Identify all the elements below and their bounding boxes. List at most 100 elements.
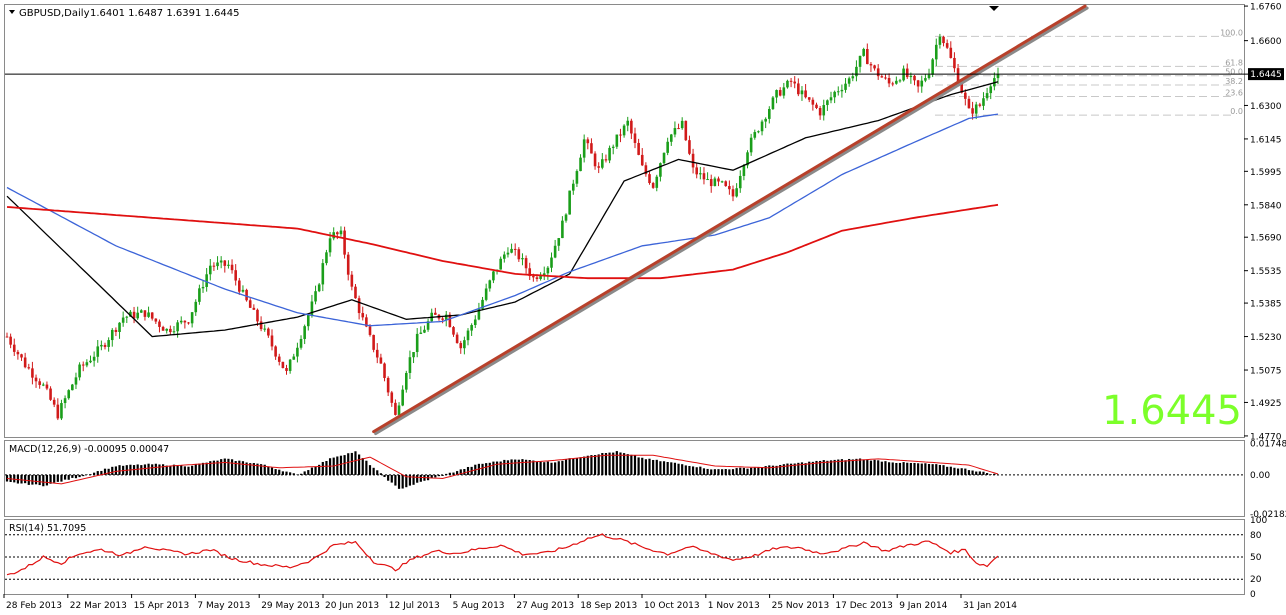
candle-body [179, 320, 183, 323]
candle-body [582, 139, 586, 158]
candle-body [488, 280, 492, 289]
candle-body [884, 77, 887, 79]
candle-body [550, 257, 553, 268]
candle-body [256, 309, 259, 322]
candle-body [354, 286, 357, 299]
trendline-layer[interactable] [372, 4, 1089, 436]
price-tick-label: 1.6300 [1250, 102, 1282, 112]
candle-body [110, 329, 114, 341]
candle-body [227, 264, 230, 266]
candle-body [154, 318, 158, 322]
candle-body [52, 399, 56, 405]
candle-body [804, 90, 807, 98]
time-axis: 28 Feb 2013 22 Mar 2013 15 Apr 2013 7 May 2… [3, 594, 1017, 611]
candle-body [296, 347, 299, 357]
candle-body [876, 68, 880, 77]
candle-body [219, 260, 223, 263]
candle-body [16, 351, 20, 355]
candle-body [317, 284, 321, 292]
candle-body [263, 328, 267, 330]
candle-body [444, 314, 448, 320]
macd-panel[interactable] [4, 440, 1245, 517]
shift-marker-icon[interactable] [989, 6, 999, 11]
rsi-tick-label: 80 [1250, 531, 1262, 541]
time-tick-label: 9 Jan 2014 [899, 601, 947, 611]
candle-body [455, 334, 459, 344]
candle-body [238, 280, 241, 292]
moving-average-line [6, 81, 999, 338]
candle-body [34, 377, 38, 382]
candle-body [655, 176, 659, 188]
candle-body [669, 134, 673, 142]
candle-body [590, 143, 593, 154]
candle-body [593, 153, 597, 167]
candle-body [927, 74, 931, 79]
candle-body [521, 258, 524, 260]
candle-body [818, 108, 822, 116]
candle-body [205, 274, 208, 287]
candle-body [778, 90, 782, 96]
candle-body [909, 75, 913, 78]
moving-average-line [6, 113, 999, 327]
candle-body [517, 249, 521, 260]
candle-body [964, 92, 967, 99]
candle-body [183, 320, 187, 323]
candle-body [129, 311, 132, 317]
candle-body [949, 47, 953, 58]
current-price-tag-text: 1.6445 [1250, 70, 1282, 80]
candle-body [60, 403, 63, 419]
fib-level-label: 0.0 [1230, 107, 1243, 116]
candle-body [230, 264, 234, 271]
price-tick-label: 1.4770 [1250, 432, 1282, 442]
time-tick-label: 5 Aug 2013 [453, 601, 505, 611]
candle-body [78, 364, 81, 378]
candle-body [176, 322, 179, 332]
fib-level-label: 50.0 [1225, 68, 1243, 77]
candle-body [463, 340, 466, 349]
candle-body [357, 298, 361, 314]
price-tick-label: 1.6760 [1250, 3, 1282, 13]
candle-body [397, 405, 401, 415]
candle-body [45, 384, 49, 389]
candle-body [375, 349, 379, 358]
candle-body [63, 398, 67, 404]
candle-body [89, 360, 92, 363]
candle-body [325, 252, 328, 264]
candle-body [735, 188, 738, 197]
candle-body [147, 312, 150, 317]
ohlc-values: 1.6401 1.6487 1.6391 1.6445 [90, 8, 240, 19]
candle-body [720, 181, 724, 183]
candle-body [114, 329, 118, 332]
time-tick-label: 20 Jun 2013 [325, 601, 379, 611]
candle-body [967, 98, 971, 109]
candle-body [789, 80, 793, 82]
candle-body [579, 157, 582, 172]
candle-body [880, 76, 884, 78]
candle-body [597, 166, 600, 168]
candle-body [557, 238, 561, 246]
candle-body [811, 99, 815, 105]
candle-body [742, 165, 746, 176]
candle-body [815, 104, 818, 109]
candle-body [673, 128, 677, 135]
time-tick-label: 15 Apr 2013 [134, 601, 190, 611]
candle-body [405, 372, 408, 390]
candle-body [448, 314, 452, 328]
candle-body [390, 392, 394, 403]
candle-body [535, 277, 539, 279]
candle-body [699, 173, 702, 175]
price-panel[interactable] [4, 4, 1245, 438]
candle-body [201, 286, 205, 289]
price-tick-label: 1.6600 [1250, 37, 1282, 47]
candle-body [869, 64, 873, 66]
moving-average-line [6, 203, 999, 280]
symbol-label: GBPUSD,Daily [19, 8, 90, 19]
candle-body [299, 338, 303, 348]
rsi-layer: 100 80 50 20 0 [5, 516, 1267, 600]
candle-body [466, 330, 470, 341]
candle-body [434, 312, 437, 315]
candle-body [234, 270, 237, 281]
candle-body [285, 368, 288, 371]
dropdown-triangle-icon[interactable] [9, 10, 15, 14]
